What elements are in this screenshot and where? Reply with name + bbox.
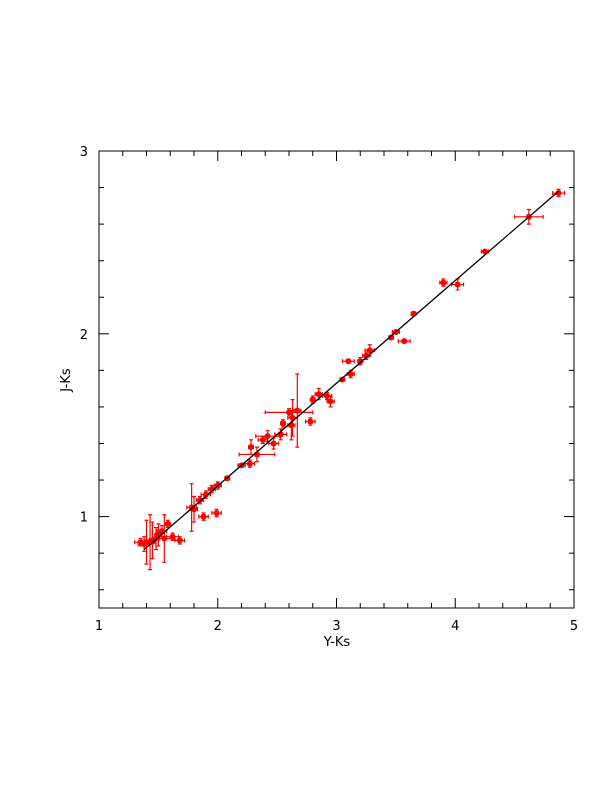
point — [345, 358, 352, 365]
x-tick-label: 2 — [214, 619, 222, 634]
point — [327, 398, 334, 405]
point — [339, 376, 346, 383]
point — [357, 358, 364, 365]
point — [440, 279, 447, 286]
point — [388, 334, 395, 341]
x-tick-label: 3 — [332, 619, 340, 634]
point — [213, 509, 220, 516]
point — [454, 281, 461, 288]
point — [202, 491, 209, 498]
point — [208, 486, 215, 493]
point — [401, 338, 408, 345]
y-tick-label: 3 — [80, 145, 88, 160]
point — [248, 444, 254, 451]
point — [288, 422, 295, 429]
fit-line — [143, 190, 559, 550]
point — [164, 520, 171, 527]
point — [309, 396, 316, 403]
point — [363, 352, 370, 359]
x-tick-label: 4 — [451, 619, 459, 634]
point — [246, 460, 253, 467]
x-tick-label: 1 — [95, 619, 103, 634]
x-tick-label: 5 — [570, 619, 578, 634]
point — [280, 420, 287, 427]
point — [366, 347, 373, 354]
point — [196, 497, 203, 504]
x-axis-label: Y-Ks — [323, 635, 351, 650]
point — [307, 418, 314, 425]
point — [555, 190, 562, 197]
point — [324, 392, 330, 399]
point — [286, 409, 292, 416]
point — [200, 513, 207, 520]
point — [315, 391, 322, 398]
point — [259, 436, 266, 443]
point — [176, 537, 183, 544]
point — [270, 440, 277, 447]
y-tick-label: 2 — [80, 328, 88, 343]
y-axis-label: J-Ks — [59, 368, 74, 393]
point — [137, 539, 144, 546]
y-tick-label: 1 — [80, 511, 88, 526]
point — [264, 433, 271, 440]
